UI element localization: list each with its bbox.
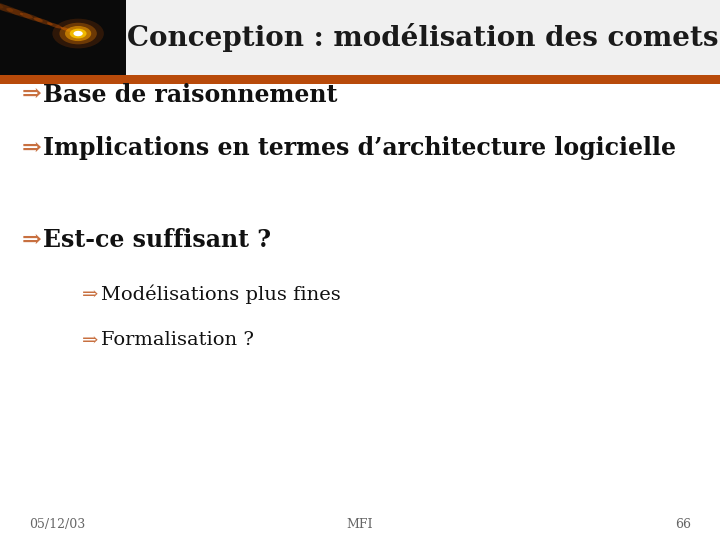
Ellipse shape xyxy=(0,0,13,12)
Ellipse shape xyxy=(65,26,91,41)
Bar xyxy=(0,75,720,84)
Text: ⇒: ⇒ xyxy=(22,83,41,106)
Ellipse shape xyxy=(60,27,73,32)
Ellipse shape xyxy=(20,13,42,22)
Ellipse shape xyxy=(33,17,53,25)
Text: ⇒: ⇒ xyxy=(22,228,41,252)
Text: Implications en termes d’architecture logicielle: Implications en termes d’architecture lo… xyxy=(43,137,676,160)
Text: ⇒: ⇒ xyxy=(82,285,99,303)
Text: MFI: MFI xyxy=(347,518,373,531)
Ellipse shape xyxy=(73,31,83,36)
Text: Est-ce suffisant ?: Est-ce suffisant ? xyxy=(43,228,271,252)
Bar xyxy=(0,0,126,75)
Text: Base de raisonnement: Base de raisonnement xyxy=(43,83,338,106)
Text: ⇒: ⇒ xyxy=(22,137,41,160)
Text: 66: 66 xyxy=(675,518,691,531)
Text: Conception : modélisation des comets: Conception : modélisation des comets xyxy=(127,23,719,52)
Ellipse shape xyxy=(70,29,86,38)
Ellipse shape xyxy=(6,8,33,18)
Text: Formalisation ?: Formalisation ? xyxy=(101,331,254,349)
Ellipse shape xyxy=(60,23,96,44)
Text: 05/12/03: 05/12/03 xyxy=(29,518,85,531)
Ellipse shape xyxy=(47,22,63,29)
Text: ⇒: ⇒ xyxy=(82,331,99,349)
Bar xyxy=(126,0,720,75)
Ellipse shape xyxy=(53,19,104,49)
Ellipse shape xyxy=(0,0,4,9)
Text: Modélisations plus fines: Modélisations plus fines xyxy=(101,285,341,304)
Ellipse shape xyxy=(0,3,23,15)
